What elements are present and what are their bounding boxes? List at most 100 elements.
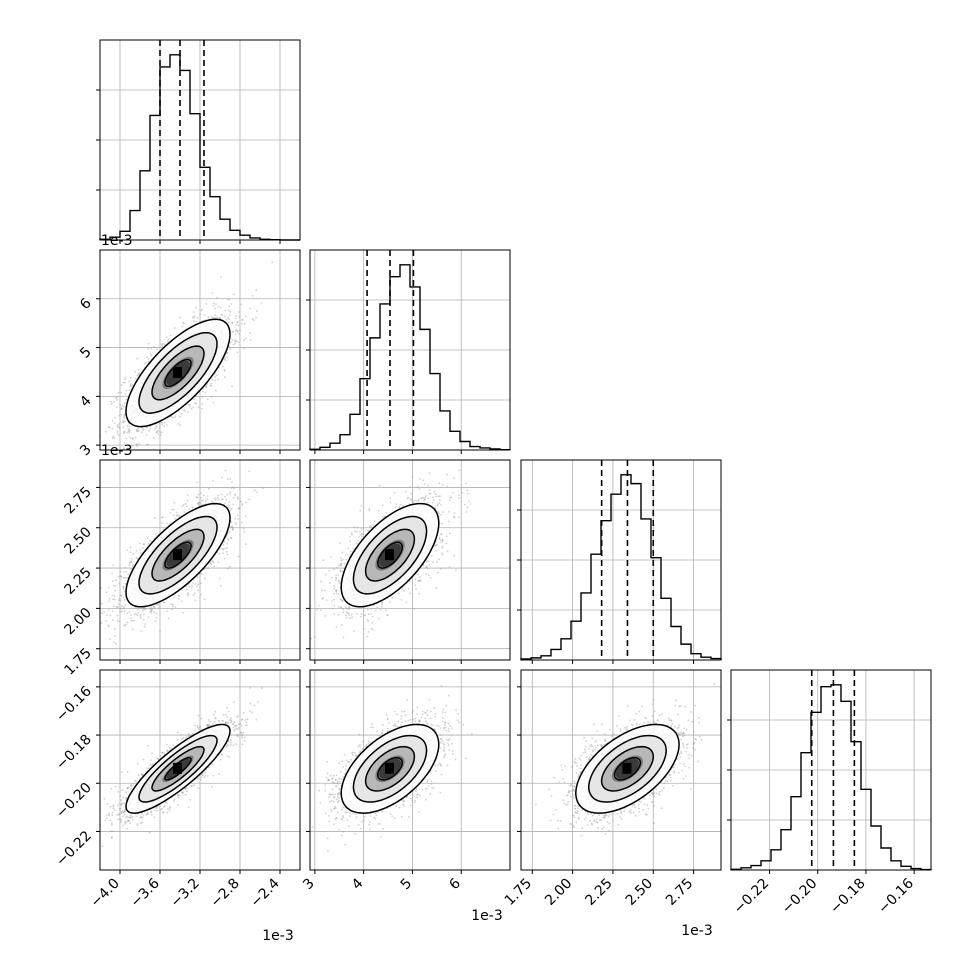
contour-line — [151, 345, 205, 401]
scatter-point — [159, 431, 162, 433]
scatter-point — [238, 506, 241, 509]
scatter-point — [226, 493, 229, 496]
scatter-point — [108, 625, 111, 628]
scatter-point — [239, 329, 242, 332]
scatter-point — [229, 509, 232, 511]
scatter-point — [113, 627, 116, 630]
scatter-point — [158, 422, 161, 425]
scatter-point — [234, 342, 236, 345]
scatter-point — [124, 376, 127, 379]
scatter-point — [196, 576, 199, 578]
scatter-point — [149, 607, 151, 610]
scatter-point — [232, 486, 234, 489]
scatter-point — [112, 435, 115, 438]
scatter-point — [123, 416, 125, 418]
scatter-point — [100, 602, 103, 605]
scatter-point — [130, 561, 133, 564]
scatter-point — [109, 638, 112, 640]
scatter-point — [212, 302, 215, 304]
scatter-point — [206, 398, 209, 400]
scatter-point — [128, 430, 131, 433]
scatter-point — [112, 619, 114, 622]
scatter-point — [111, 428, 114, 430]
scatter-point — [110, 400, 112, 403]
scatter-point — [126, 621, 128, 624]
scatter-point — [177, 423, 180, 425]
scatter-point — [137, 427, 140, 430]
scatter-point — [200, 407, 203, 410]
scatter-point — [229, 310, 232, 313]
scatter-point — [145, 434, 148, 436]
scatter-point — [143, 607, 146, 610]
scatter-point — [136, 557, 139, 560]
scatter-point — [113, 400, 115, 403]
scatter-point — [244, 337, 247, 340]
scatter-point — [157, 603, 160, 606]
scatter-point — [170, 508, 173, 511]
scatter-point — [122, 421, 125, 424]
histogram-step — [309, 264, 511, 451]
scatter-point — [218, 552, 221, 555]
scatter-point — [152, 606, 155, 608]
scatter-point — [123, 431, 125, 433]
scatter-point — [240, 322, 243, 325]
scatter-point — [123, 610, 126, 613]
scatter-point — [225, 498, 228, 501]
scatter-point — [149, 606, 152, 609]
scatter-point — [207, 567, 210, 570]
scatter-point — [105, 591, 108, 594]
scatter-point — [194, 599, 197, 602]
scatter-point — [238, 311, 241, 313]
scatter-point — [232, 496, 235, 499]
panel-content — [100, 250, 300, 450]
scatter-point — [209, 384, 212, 387]
scatter-point — [132, 553, 135, 555]
scatter-point — [116, 614, 119, 617]
scatter-point — [234, 317, 237, 320]
scatter-point — [134, 370, 136, 373]
scatter-point — [196, 585, 198, 588]
scatter-point — [256, 491, 259, 493]
scatter-point — [143, 625, 146, 628]
scatter-point — [108, 600, 110, 603]
scatter-point — [125, 623, 128, 626]
scatter-point — [203, 598, 206, 600]
scatter-point — [158, 606, 160, 609]
scatter-point — [116, 430, 119, 433]
scatter-point — [123, 414, 126, 417]
scatter-point — [229, 491, 232, 493]
scatter-point — [150, 607, 153, 610]
scatter-point — [176, 511, 178, 514]
scatter-point — [190, 407, 193, 410]
scatter-point — [113, 595, 116, 598]
scatter-point — [149, 353, 152, 355]
scatter-point — [153, 517, 156, 519]
scatter-point — [128, 380, 130, 383]
scatter-point — [123, 624, 126, 627]
scatter-point — [198, 501, 200, 504]
scatter-point — [233, 293, 236, 296]
scatter-point — [171, 605, 174, 608]
scatter-point — [161, 343, 164, 345]
scatter-point — [212, 304, 215, 307]
scatter-point — [201, 390, 204, 393]
scatter-point — [90, 633, 92, 635]
scatter-point — [179, 424, 182, 427]
scatter-point — [249, 307, 252, 310]
scatter-point — [116, 424, 119, 427]
scatter-point — [131, 628, 134, 631]
scatter-point — [232, 527, 235, 530]
scatter-point — [186, 494, 189, 496]
scatter-point — [206, 498, 209, 500]
scatter-point — [117, 434, 120, 436]
scatter-point — [136, 614, 139, 617]
scatter-point — [123, 402, 126, 405]
scatter-point — [120, 384, 123, 387]
scatter-point — [245, 315, 247, 318]
scatter-point — [134, 377, 137, 380]
scatter-point — [122, 426, 125, 429]
scatter-point — [143, 543, 146, 546]
scatter-point — [192, 594, 195, 597]
scatter-point — [126, 431, 128, 434]
